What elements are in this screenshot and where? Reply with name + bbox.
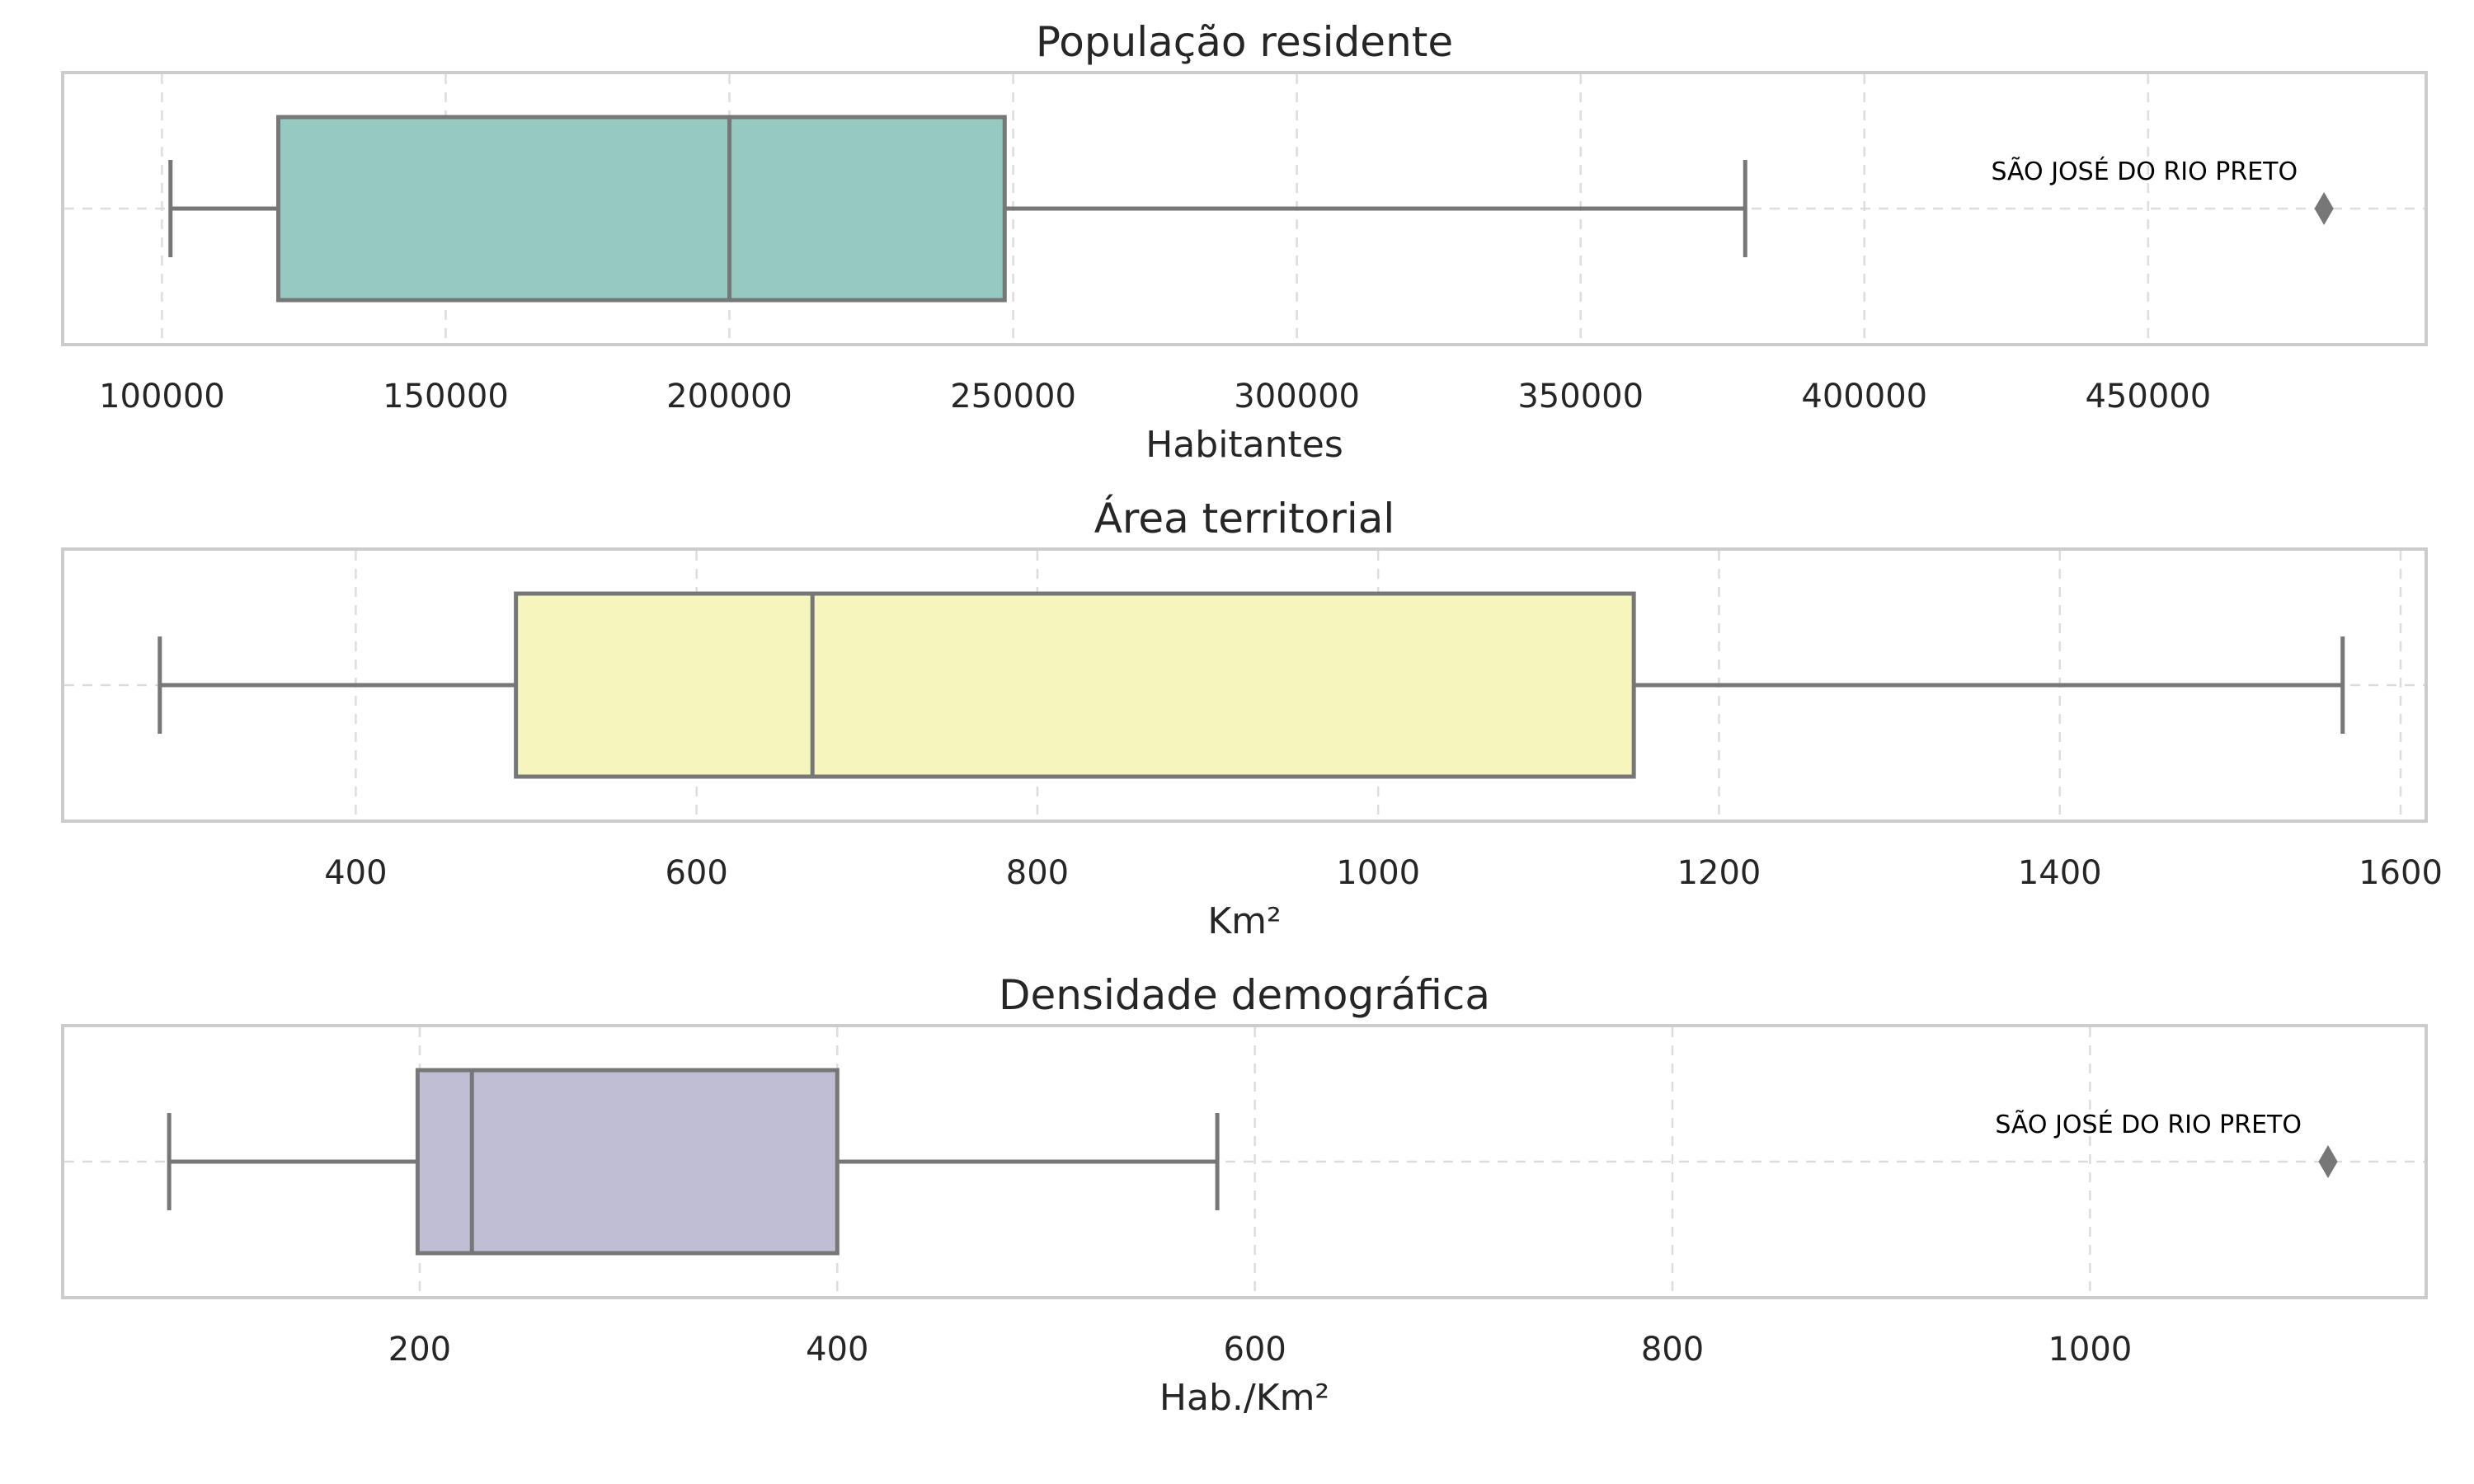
- x-tick-label: 1600: [2359, 854, 2443, 892]
- x-axis-label: Hab./Km²: [1159, 1377, 1329, 1419]
- chart-panel-1: População residente 100000 150000 200000 250…: [61, 18, 2428, 466]
- panel-title: Densidade demográfica: [999, 971, 1490, 1019]
- x-tick-label: 1400: [2018, 854, 2102, 892]
- x-tick-label: 800: [1641, 1331, 1704, 1369]
- x-tick-label: 200: [388, 1331, 451, 1369]
- x-tick-label: 200000: [666, 378, 793, 416]
- x-tick-label: 1000: [1336, 854, 1420, 892]
- iqr-box: [275, 115, 1007, 303]
- x-tick-label: 150000: [383, 378, 509, 416]
- iqr-box: [514, 591, 1636, 779]
- outlier-point: [2318, 1145, 2338, 1178]
- x-tick-label: 400: [806, 1331, 868, 1369]
- x-tick-label: 600: [665, 854, 727, 892]
- x-tick-label: 450000: [2085, 378, 2211, 416]
- panel-title: População residente: [1036, 18, 1453, 66]
- x-tick-label: 350000: [1517, 378, 1644, 416]
- x-axis-label: Habitantes: [1145, 424, 1343, 466]
- outlier-point: [2314, 192, 2334, 225]
- x-tick-label: 250000: [950, 378, 1076, 416]
- x-tick-label: 400: [324, 854, 387, 892]
- chart-panel-3: Densidade demográfica 200 400 600 800 1000 SÃO…: [61, 971, 2428, 1419]
- chart-panel-2: Área territorial 400 600 800 1000 1200 1400 160…: [61, 494, 2443, 942]
- x-tick-label: 600: [1223, 1331, 1286, 1369]
- x-tick-label: 100000: [99, 378, 225, 416]
- outlier-label: SÃO JOSÉ DO RIO PRETO: [1991, 157, 2298, 186]
- x-tick-label: 400000: [1801, 378, 1927, 416]
- x-tick-label: 1000: [2048, 1331, 2132, 1369]
- panel-title: Área territorial: [1094, 494, 1395, 542]
- iqr-box: [415, 1068, 840, 1256]
- x-tick-label: 800: [1006, 854, 1069, 892]
- x-axis-label: Km²: [1207, 900, 1281, 942]
- x-tick-label: 1200: [1677, 854, 1761, 892]
- outlier-label: SÃO JOSÉ DO RIO PRETO: [1995, 1110, 2302, 1139]
- x-tick-label: 300000: [1234, 378, 1360, 416]
